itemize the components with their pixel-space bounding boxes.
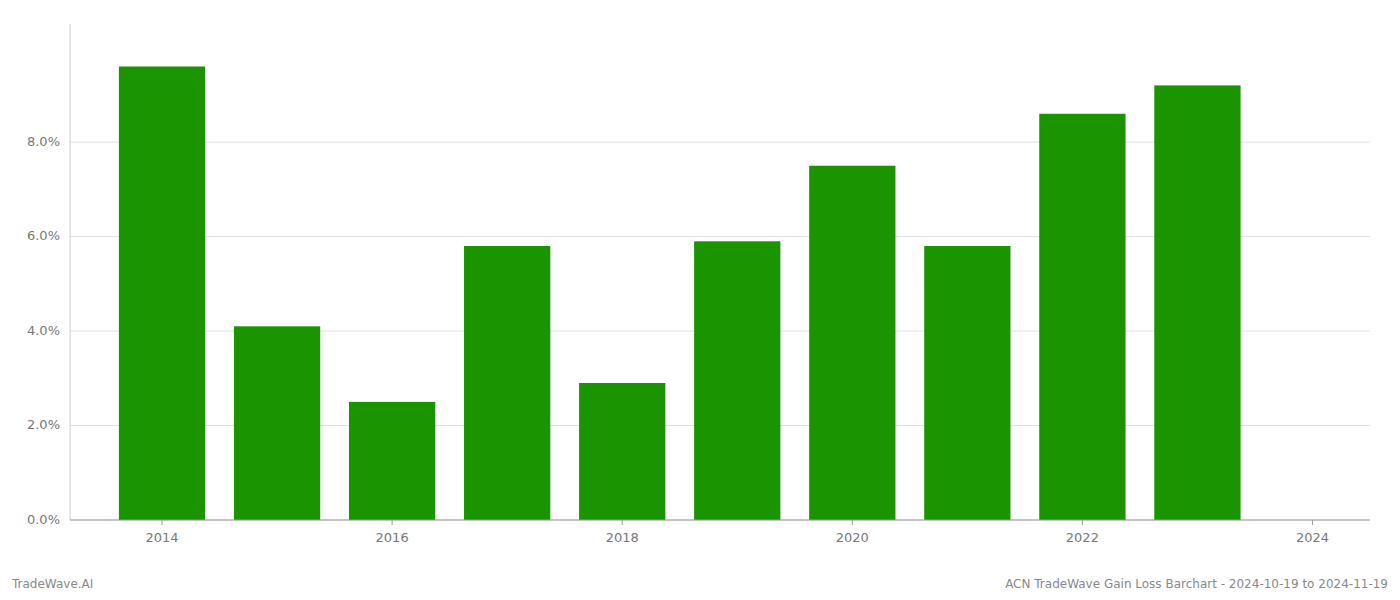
bar	[694, 241, 780, 520]
x-tick	[852, 520, 853, 525]
x-tick-label: 2020	[836, 530, 869, 545]
x-tick	[392, 520, 393, 525]
x-axis-line	[70, 520, 1370, 521]
x-tick-label: 2014	[145, 530, 178, 545]
bar	[809, 166, 895, 520]
footer-right: ACN TradeWave Gain Loss Barchart - 2024-…	[1005, 577, 1388, 591]
x-tick	[622, 520, 623, 525]
x-tick	[162, 520, 163, 525]
y-tick-labels: 0.0% 2.0% 4.0% 6.0% 8.0%	[27, 134, 60, 527]
footer-left: TradeWave.AI	[11, 577, 93, 591]
bar	[349, 402, 435, 520]
y-tick-label: 8.0%	[27, 134, 60, 149]
bar	[579, 383, 665, 520]
x-tick-label: 2016	[376, 530, 409, 545]
bar	[924, 246, 1010, 520]
bar	[464, 246, 550, 520]
x-tick	[1312, 520, 1313, 525]
x-ticks: 2014 2016 2018 2020 2022 2024	[145, 520, 1329, 545]
x-tick-label: 2022	[1066, 530, 1099, 545]
y-tick-label: 6.0%	[27, 228, 60, 243]
bar	[234, 326, 320, 520]
bars	[119, 67, 1241, 520]
y-tick-label: 2.0%	[27, 417, 60, 432]
x-tick	[1082, 520, 1083, 525]
chart-container: 0.0% 2.0% 4.0% 6.0% 8.0% 2014 2016 2018 2020 2022…	[0, 0, 1400, 600]
bar	[119, 67, 205, 520]
chart: 0.0% 2.0% 4.0% 6.0% 8.0% 2014 2016 2018 2020 2022…	[0, 0, 1400, 600]
x-tick-label: 2018	[606, 530, 639, 545]
bar	[1154, 85, 1240, 520]
grid-line	[70, 520, 1370, 521]
y-axis-line	[70, 24, 71, 520]
x-tick-label: 2024	[1296, 530, 1329, 545]
y-tick-label: 0.0%	[27, 512, 60, 527]
y-tick-label: 4.0%	[27, 323, 60, 338]
bar	[1039, 114, 1125, 520]
